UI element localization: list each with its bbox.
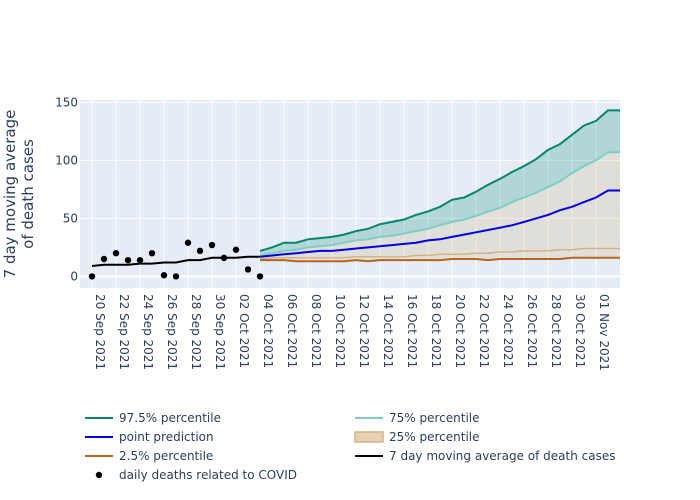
series-line	[259, 189, 620, 258]
legend-label: 2.5% percentile	[119, 449, 213, 463]
legend-item: point prediction	[85, 430, 214, 444]
y-tick-label: 150	[55, 95, 78, 109]
band-97-5-to-75	[260, 110, 620, 256]
x-tick-label: 12 Oct 2021	[357, 294, 371, 368]
x-tick-label: 01 Nov 2021	[597, 294, 611, 371]
x-tick-label: 16 Oct 2021	[405, 294, 419, 368]
legend-label: point prediction	[119, 430, 214, 444]
data-point	[148, 249, 156, 257]
x-tick-label: 24 Oct 2021	[501, 294, 515, 368]
x-tick-label: 18 Oct 2021	[429, 294, 443, 368]
series-lines	[91, 109, 620, 267]
x-tick-label: 06 Oct 2021	[285, 294, 299, 368]
data-point	[88, 273, 96, 280]
legend-label: daily deaths related to COVID	[119, 468, 297, 482]
data-point	[220, 254, 228, 262]
x-tick-label: 04 Oct 2021	[261, 294, 275, 368]
band-75-to-25	[260, 152, 620, 259]
data-point	[256, 273, 264, 280]
legend-item: 25% percentile	[354, 430, 480, 444]
x-tick-label: 28 Sep 2021	[189, 294, 203, 370]
gridlines	[80, 100, 620, 288]
data-point	[232, 246, 240, 253]
series-line	[91, 255, 260, 267]
x-tick-label: 26 Oct 2021	[525, 294, 539, 368]
data-point	[244, 266, 252, 273]
x-tick-label: 08 Oct 2021	[309, 294, 323, 368]
y-tick-label: 0	[70, 269, 78, 283]
legend-item: 97.5% percentile	[85, 411, 221, 425]
legend-item: 2.5% percentile	[85, 449, 213, 463]
series-line	[259, 151, 620, 257]
data-point	[184, 239, 192, 246]
data-point	[112, 249, 120, 257]
legend-label: 75% percentile	[389, 411, 480, 425]
x-tick-label: 30 Oct 2021	[573, 294, 587, 368]
y-axis-label-line-1: 7 day moving average	[1, 110, 19, 279]
x-tick-label: 10 Oct 2021	[333, 294, 347, 368]
x-tick-label: 20 Sep 2021	[93, 294, 107, 370]
x-tick-label: 28 Oct 2021	[549, 294, 563, 368]
data-point	[196, 247, 204, 255]
legend-label: 7 day moving average of death cases	[389, 449, 615, 463]
x-tick-label: 02 Oct 2021	[237, 294, 251, 368]
x-tick-label: 26 Sep 2021	[165, 294, 179, 370]
series-line	[259, 109, 620, 252]
legend-item: 7 day moving average of death cases	[355, 449, 615, 463]
x-axis-ticks: 20 Sep 2021 22 Sep 2021 24 Sep 2021 26 Sep …	[93, 294, 611, 371]
legend-item: 75% percentile	[355, 411, 480, 425]
legend: 97.5% percentile 75% percentile point pred…	[85, 411, 615, 482]
x-tick-label: 14 Oct 2021	[381, 294, 395, 368]
x-tick-label: 22 Oct 2021	[477, 294, 491, 368]
legend-swatch	[95, 471, 103, 479]
y-axis-ticks: 0 50 100 150	[55, 95, 78, 283]
legend-label: 97.5% percentile	[119, 411, 221, 425]
series-line	[260, 256, 620, 263]
data-point	[124, 256, 132, 264]
legend-label: 25% percentile	[389, 430, 480, 444]
y-axis-label-line-2: of death cases	[19, 139, 37, 249]
y-axis-label: 7 day moving average of death cases	[1, 110, 37, 279]
data-point	[100, 255, 108, 263]
data-point	[208, 241, 216, 249]
series-line	[259, 247, 620, 260]
daily-death-markers	[88, 239, 264, 280]
data-point	[136, 256, 144, 264]
x-tick-label: 30 Sep 2021	[213, 294, 227, 370]
legend-swatch	[354, 431, 384, 443]
y-tick-label: 100	[55, 153, 78, 167]
data-point	[172, 273, 180, 280]
legend-item: daily deaths related to COVID	[95, 468, 297, 482]
data-point	[160, 272, 168, 279]
x-tick-label: 20 Oct 2021	[453, 294, 467, 368]
x-tick-label: 22 Sep 2021	[117, 294, 131, 370]
x-tick-label: 24 Sep 2021	[141, 294, 155, 370]
y-tick-label: 50	[63, 211, 78, 225]
